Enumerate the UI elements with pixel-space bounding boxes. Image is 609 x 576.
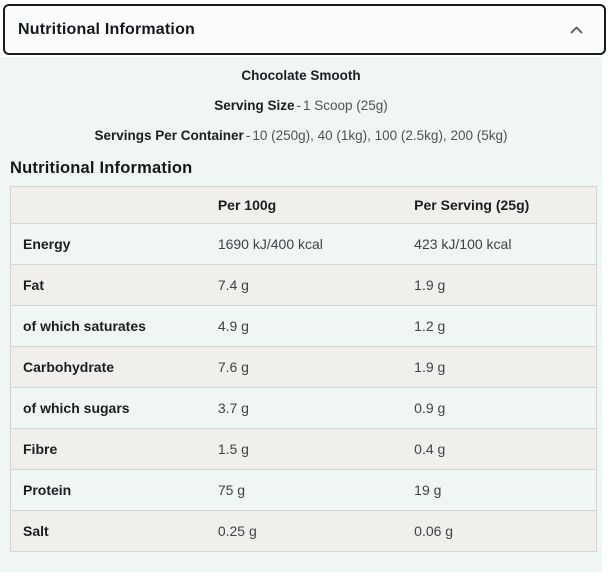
nutrient-label: Fibre — [23, 441, 58, 457]
per-100g-value: 7.6 g — [217, 359, 249, 375]
flavour-name: Chocolate Smooth — [0, 68, 602, 84]
table-row: Fat 7.4 g 1.9 g — [10, 264, 597, 306]
column-header-per-100g: Per 100g — [217, 197, 277, 213]
serving-size-value: 1 Scoop (25g) — [302, 98, 388, 113]
per-100g-value: 0.25 g — [217, 523, 257, 539]
per-serving-value: 1.9 g — [414, 359, 446, 375]
accordion-title: Nutritional Information — [18, 20, 196, 38]
chevron-up-icon[interactable] — [570, 26, 583, 34]
nutrient-label: of which saturates — [23, 318, 146, 334]
nutrient-label: Carbohydrate — [23, 359, 115, 375]
serving-size-label: Serving Size — [214, 98, 295, 113]
per-serving-value: 1.9 g — [414, 277, 446, 293]
nutrition-table-heading: Nutritional Information — [10, 159, 193, 177]
servings-per-container-label: Servings Per Container — [94, 128, 244, 143]
per-serving-value: 0.9 g — [414, 400, 446, 416]
table-row: Salt 0.25 g 0.06 g — [10, 510, 597, 552]
servings-per-container-line: Servings Per Container -10 (250g), 40 (1k… — [0, 128, 602, 144]
nutrition-table-body: Energy 1690 kJ/400 kcal 423 kJ/100 kcal … — [10, 224, 597, 552]
per-serving-value: 1.2 g — [414, 318, 446, 334]
table-row: of which sugars 3.7 g 0.9 g — [10, 388, 597, 429]
nutritional-information-accordion-header[interactable]: Nutritional Information — [3, 4, 606, 55]
nutrient-label: Fat — [23, 277, 44, 293]
per-100g-value: 75 g — [217, 482, 246, 498]
per-100g-value: 4.9 g — [217, 318, 249, 334]
per-100g-value: 1.5 g — [217, 441, 249, 457]
servings-per-container-value: 10 (250g), 40 (1kg), 100 (2.5kg), 200 (5… — [252, 128, 508, 143]
per-100g-value: 3.7 g — [217, 400, 249, 416]
flavour-name-text: Chocolate Smooth — [241, 68, 361, 83]
per-serving-value: 423 kJ/100 kcal — [414, 236, 512, 252]
per-serving-value: 19 g — [414, 482, 442, 498]
nutritional-information-panel: Chocolate Smooth Serving Size -1 Scoop (2… — [0, 57, 602, 572]
per-100g-value: 7.4 g — [217, 277, 249, 293]
nutrient-label: Protein — [23, 482, 72, 498]
per-100g-value: 1690 kJ/400 kcal — [217, 236, 323, 252]
dash-separator: - — [296, 98, 301, 113]
nutrition-table: Per 100g Per Serving (25g) Energy 1690 k… — [10, 186, 597, 552]
column-header-nutrient — [11, 187, 208, 224]
column-header-per-serving: Per Serving (25g) — [414, 197, 530, 213]
nutrition-table-header: Per 100g Per Serving (25g) — [10, 186, 597, 224]
nutrient-label: Energy — [23, 236, 71, 252]
table-row: Carbohydrate 7.6 g 1.9 g — [10, 346, 597, 388]
header-row: Per 100g Per Serving (25g) — [10, 186, 597, 224]
per-serving-value: 0.06 g — [414, 523, 454, 539]
dash-separator: - — [245, 128, 251, 143]
serving-size-line: Serving Size -1 Scoop (25g) — [0, 98, 602, 114]
table-row: Energy 1690 kJ/400 kcal 423 kJ/100 kcal — [10, 224, 597, 265]
table-row: of which saturates 4.9 g 1.2 g — [10, 306, 597, 347]
nutrient-label: Salt — [23, 523, 49, 539]
table-row: Fibre 1.5 g 0.4 g — [10, 428, 597, 470]
per-serving-value: 0.4 g — [414, 441, 446, 457]
table-row: Protein 75 g 19 g — [10, 470, 597, 511]
nutrient-label: of which sugars — [23, 400, 130, 416]
